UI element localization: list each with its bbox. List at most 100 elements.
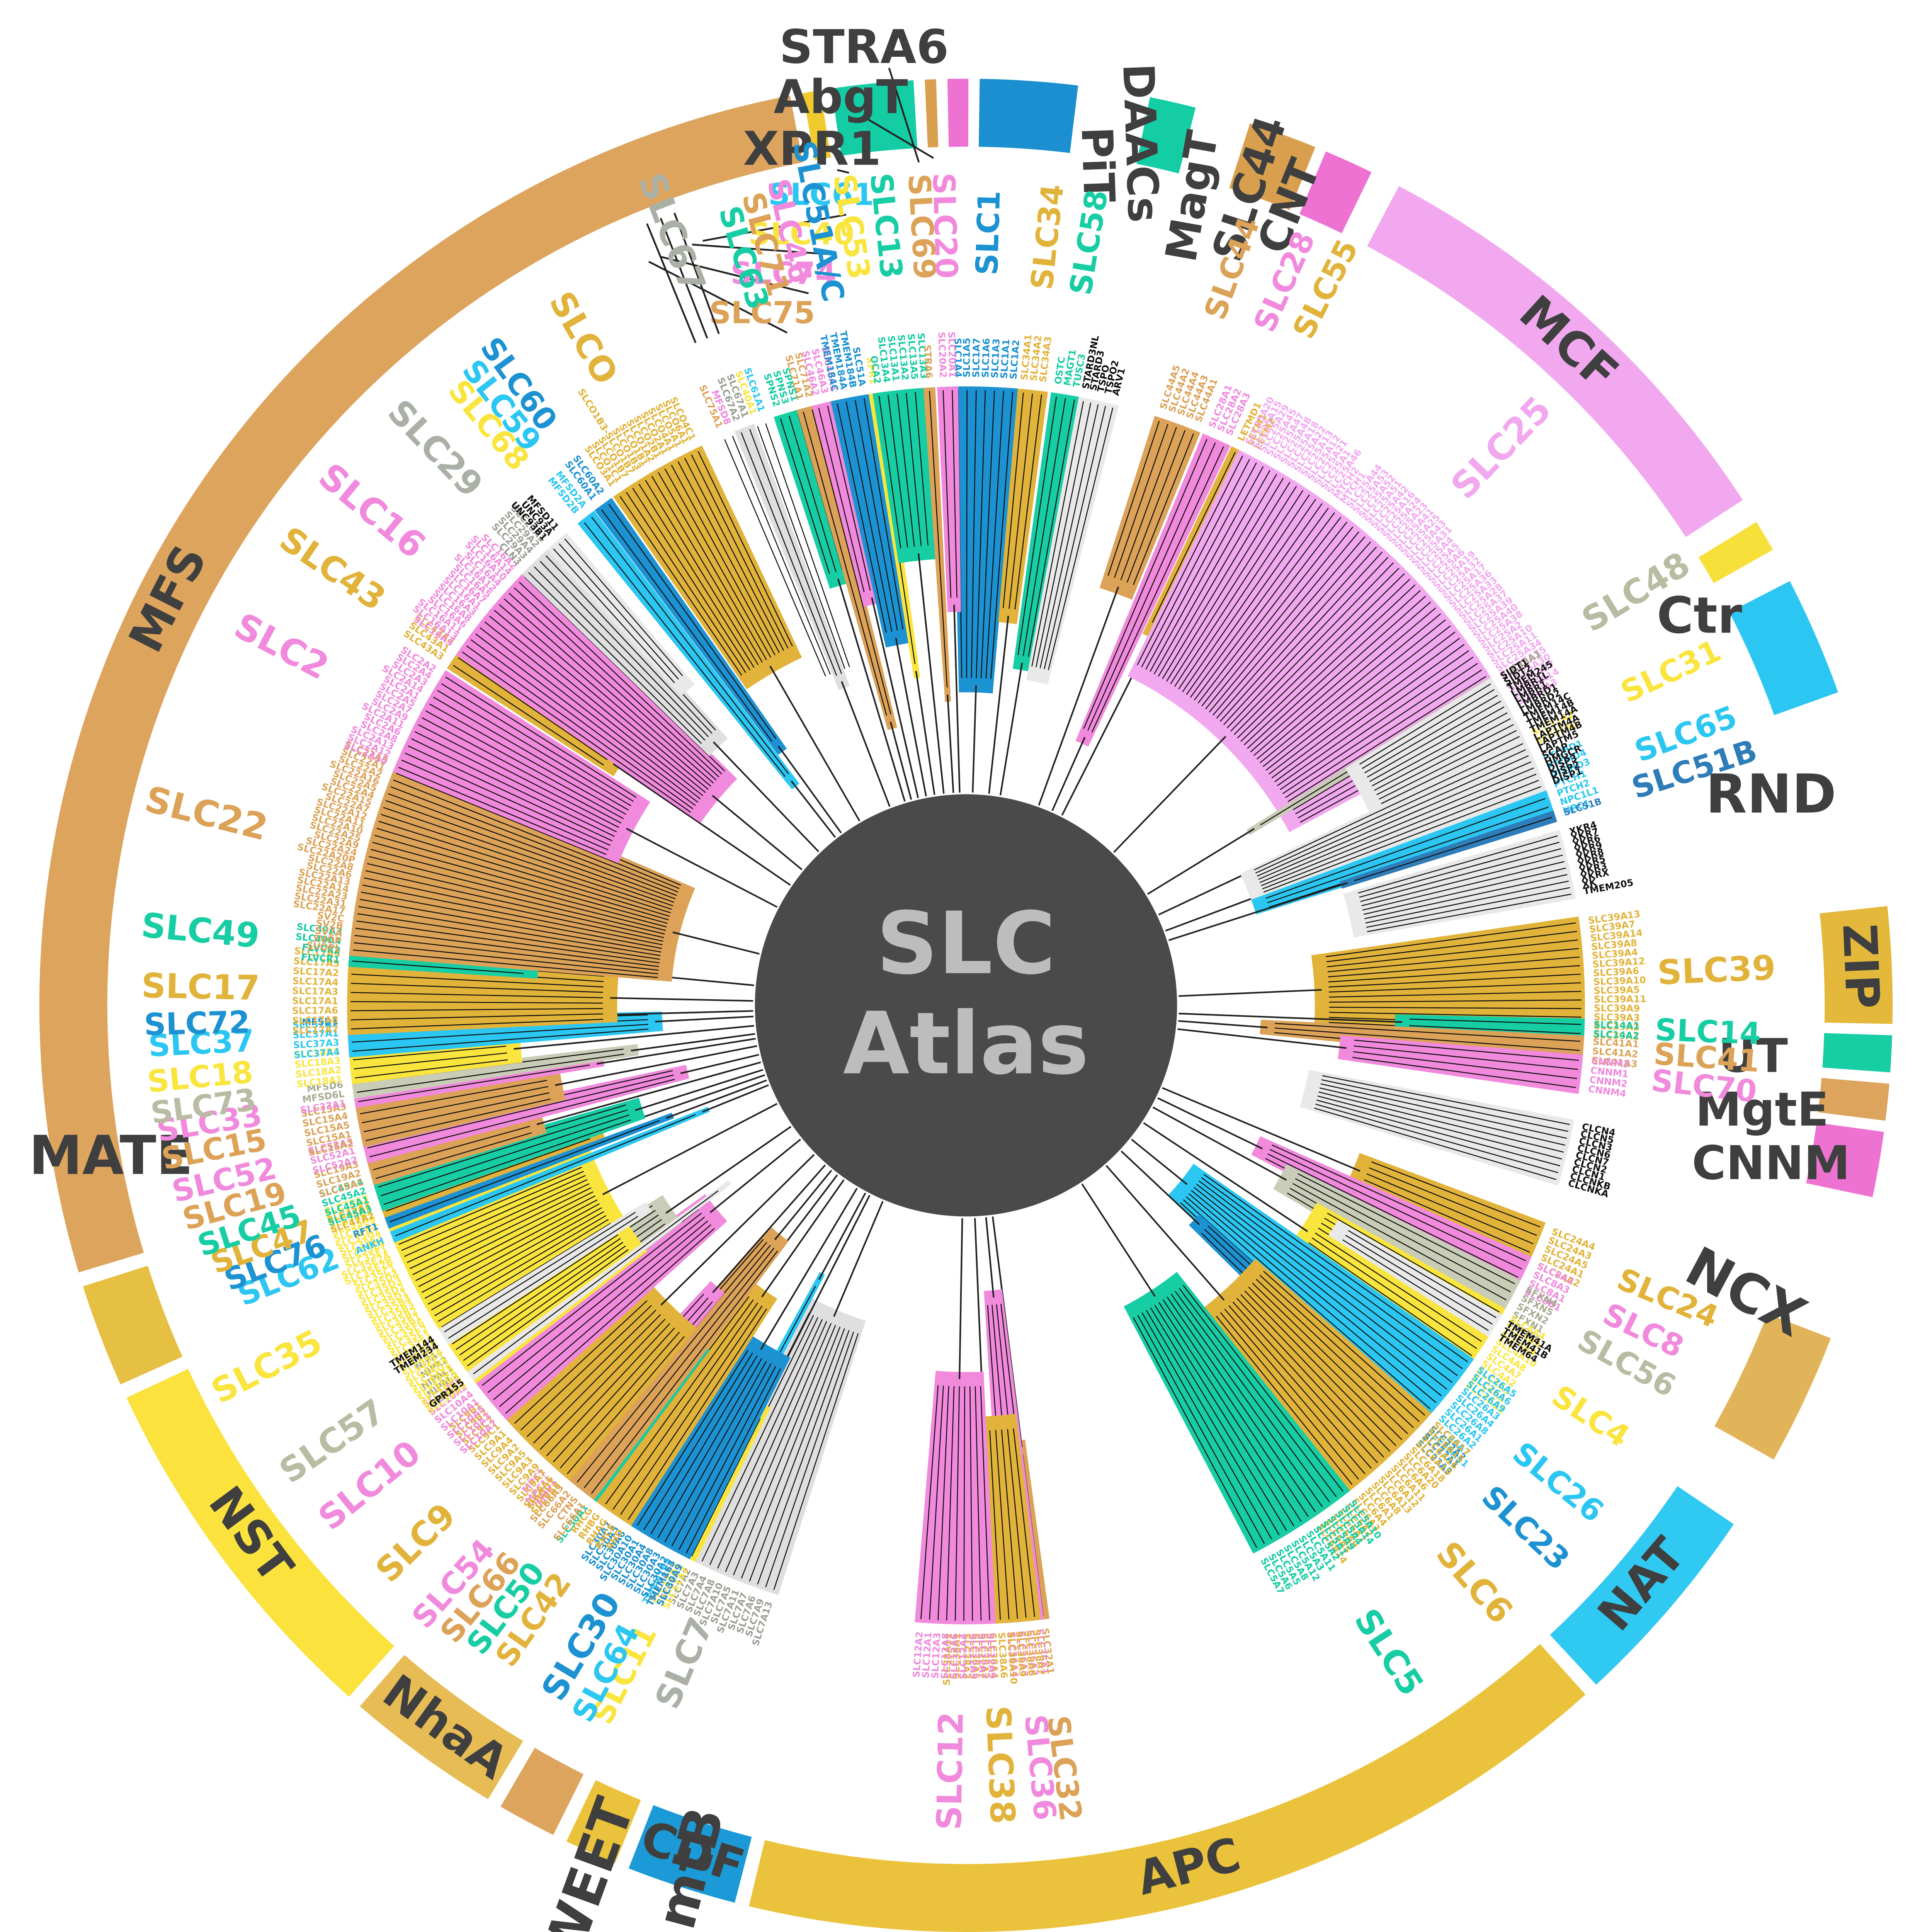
tree-leaf-line: [383, 1119, 631, 1205]
tree-wedge-SLC4: [1284, 1202, 1506, 1384]
tree-leaf-line: [1002, 393, 1024, 609]
tree-leaf-line: [1257, 755, 1529, 877]
family-label-SLC34: SLC34: [1024, 182, 1071, 291]
tree-wedge-SLC52: [361, 1065, 689, 1164]
tree-leaf-line: [401, 760, 609, 850]
tree-leaf-line: [1311, 1237, 1477, 1349]
tree-leaf-line: [498, 604, 711, 787]
tree-leaf-line: [773, 1333, 859, 1590]
tree-leaf-line: [1328, 974, 1581, 988]
tree-leaf-line: [560, 1332, 680, 1469]
tree-leaf-line: [1243, 584, 1416, 745]
tree-branch-SLC13: [918, 553, 945, 794]
tree-leaf-line: [374, 835, 669, 920]
tree-leaf-line: [422, 717, 622, 824]
gene-label-SLC17A7: SLC17A7: [293, 1024, 339, 1036]
tree-leaf-line: [1198, 1180, 1458, 1376]
tree-leaf-line: [1035, 403, 1092, 668]
tree-leaf-line: [1254, 743, 1523, 871]
tree-leaf-line: [414, 731, 617, 833]
gene-label-SLC12A4: SLC12A4: [958, 1633, 969, 1679]
tree-leaf-line: [1267, 806, 1549, 903]
tree-leaf-line: [854, 400, 898, 631]
family-label-SLC14: SLC14: [1654, 1012, 1761, 1051]
tree-branch-SLC14: [1179, 1012, 1402, 1023]
tree-leaf-line: [657, 1358, 762, 1539]
tree-leaf-line: [350, 1001, 603, 1004]
tree-leaf-line: [1158, 1302, 1302, 1522]
tree-leaf-line: [741, 432, 837, 676]
tree-leaf-line: [1326, 931, 1577, 963]
tree-leaf-line: [1253, 601, 1431, 756]
tree-leaf-line: [724, 439, 826, 677]
tree-branch-SLC29: [713, 741, 820, 852]
tree-leaf-line: [620, 1305, 763, 1515]
tree-wedge-SLC10: [464, 1194, 727, 1420]
tree-branch-SLC44: [1038, 586, 1119, 806]
tree-branch-SLC67: [841, 681, 891, 807]
tree-leaf-line: [546, 1323, 670, 1456]
tree-leaf-line: [1359, 683, 1491, 765]
tree-branch-SLC9: [660, 1154, 815, 1306]
gene-label-SLC20A2: SLC20A2: [936, 332, 948, 378]
tree-branch-SLC46: [871, 597, 919, 798]
tree-branch-SLC69: [947, 694, 954, 793]
tree-leaf-line: [1342, 1239, 1489, 1331]
tree-leaf-line: [519, 582, 723, 775]
tree-wedge-SLC20: [937, 386, 961, 612]
tree-leaf-line: [677, 461, 780, 653]
outside-label-UT: UT: [1718, 1029, 1788, 1083]
gene-label-SLC37A3: SLC37A3: [293, 1037, 340, 1051]
tree-leaf-line: [1269, 1149, 1522, 1270]
family-label-SLC69: SLC69: [901, 173, 943, 281]
tree-leaf-line: [1259, 767, 1534, 883]
gene-label-SLC39A3: SLC39A3: [1594, 1012, 1640, 1023]
tree-leaf-line: [364, 877, 663, 942]
tree-leaf-line: [864, 398, 904, 630]
tree-leaf-line: [717, 1321, 827, 1569]
tree-leaf-line: [749, 429, 842, 674]
tree-leaf-line: [1376, 724, 1514, 795]
tree-leaf-line: [566, 1336, 685, 1475]
tree-wedge-SLC42: [591, 1283, 777, 1526]
tree-leaf-line: [929, 391, 948, 688]
tree-wedge-SLC60: [594, 498, 787, 755]
tree-leaf-line: [1167, 1296, 1316, 1512]
tree-leaf-line: [404, 1175, 586, 1257]
tree-leaf-line: [353, 949, 658, 978]
tree-leaf-line: [418, 1195, 596, 1287]
tree-leaf-line: [1381, 736, 1520, 804]
tree-leaf-line: [1363, 867, 1566, 915]
tree-leaf-line: [509, 593, 717, 781]
tree-leaf-line: [1224, 1309, 1366, 1475]
tree-leaf-line: [1244, 1290, 1396, 1446]
tree-leaf-line: [350, 1013, 603, 1020]
tree-leaf-line: [1366, 887, 1570, 928]
tree-branch-SLC39: [1179, 989, 1322, 997]
tree-leaf-line: [386, 1138, 590, 1212]
tree-leaf-line: [1087, 442, 1216, 731]
gene-label-MFSD1: MFSD1: [302, 1016, 338, 1027]
family-label-SLC1: SLC1: [969, 190, 1007, 276]
tree-leaf-line: [354, 935, 659, 971]
tree-leaf-line: [358, 906, 661, 956]
tree-leaf-line: [827, 405, 871, 591]
tree-leaf-line: [1141, 1312, 1272, 1540]
tree-leaf-line: [1236, 1298, 1384, 1458]
tree-leaf-line: [1329, 1012, 1582, 1018]
tree-leaf-line: [1379, 730, 1517, 800]
family-label-SLC41: SLC41: [1653, 1036, 1761, 1079]
tree-leaf-line: [376, 828, 670, 917]
tree-leaf-line: [381, 814, 672, 910]
tree-leaf-line: [818, 408, 865, 592]
tree-leaf-line: [1314, 1107, 1556, 1180]
tree-leaf-line: [424, 1203, 600, 1299]
tree-branch-SLC60: [777, 745, 842, 833]
tree-leaf-line: [1216, 1315, 1353, 1485]
tree-leaf-line: [539, 561, 709, 737]
tree-leaf-line: [1237, 573, 1405, 738]
tree-leaf-line: [351, 974, 604, 988]
superfamily-arc-APC: [749, 1644, 1586, 1932]
tree-leaf-line: [1209, 531, 1359, 713]
tree-leaf-line: [1107, 421, 1160, 576]
